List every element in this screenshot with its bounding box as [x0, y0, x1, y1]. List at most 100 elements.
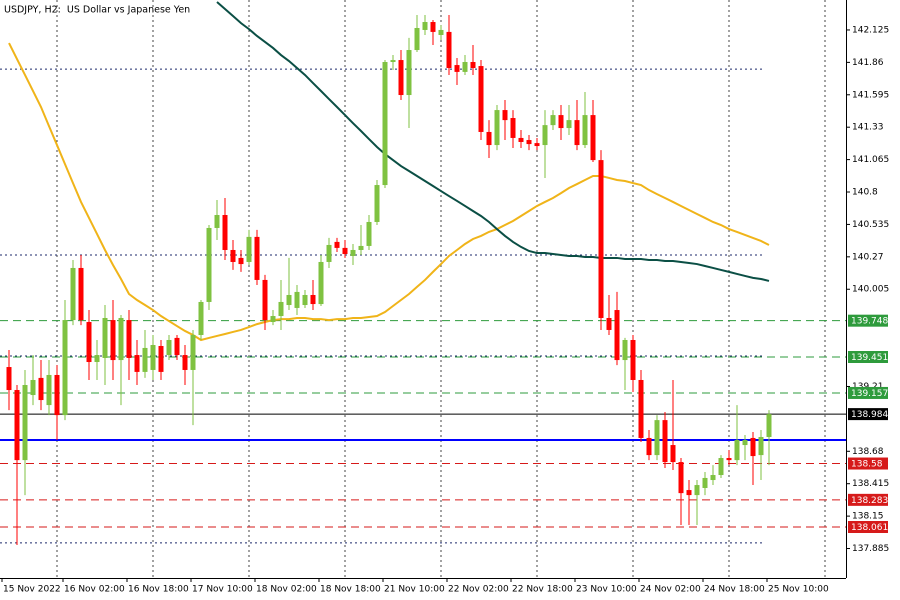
- candle-body: [110, 320, 116, 361]
- vertical-grid: [56, 0, 826, 578]
- price-label: 138.58: [851, 460, 883, 470]
- candle-body: [294, 291, 300, 308]
- x-tick-label: 23 Nov 10:00: [576, 585, 637, 595]
- y-tick-label: 138.15: [852, 512, 884, 522]
- candle-body: [670, 445, 676, 463]
- chart-title: USDJPY, H2: US Dollar vs Japanese Yen: [4, 5, 190, 16]
- y-tick-label: 137.885: [852, 544, 889, 554]
- candle-body: [566, 120, 572, 129]
- candle-body: [422, 22, 428, 30]
- price-label-box: [848, 521, 888, 533]
- price-label: 138.061: [851, 523, 888, 533]
- candle-body: [166, 340, 172, 356]
- candle-body: [678, 462, 684, 494]
- candle-body: [342, 247, 348, 255]
- candle-body: [614, 310, 620, 361]
- candle-body: [622, 340, 628, 361]
- candle-body: [758, 436, 764, 456]
- candle-body: [246, 236, 252, 262]
- candle-body: [606, 317, 612, 330]
- price-label-box: [848, 351, 888, 363]
- candle-body: [62, 320, 68, 416]
- price-label: 139.451: [851, 353, 888, 363]
- y-tick-label: 141.595: [852, 90, 889, 100]
- candle-body: [390, 60, 396, 63]
- indicator-line: [8, 42, 770, 342]
- candle-body: [598, 160, 604, 318]
- candle-body: [718, 458, 724, 476]
- candle-body: [310, 294, 316, 305]
- price-label: 138.283: [851, 496, 888, 506]
- candle-body: [694, 485, 700, 496]
- y-tick-label: 140.005: [852, 285, 889, 295]
- candle-body: [646, 437, 652, 456]
- candle-body: [118, 317, 124, 361]
- candle-body: [158, 345, 164, 372]
- candle-body: [550, 115, 556, 126]
- candle-body: [22, 385, 28, 461]
- candle-body: [654, 420, 660, 456]
- candle-body: [302, 294, 308, 306]
- candle-body: [278, 301, 284, 317]
- price-label-box: [848, 314, 888, 327]
- candle-body: [94, 355, 100, 363]
- candle-body: [46, 374, 52, 406]
- candle-body: [590, 115, 596, 161]
- candle-body: [446, 31, 452, 68]
- y-tick-label: 141.33: [852, 123, 884, 133]
- candle-body: [558, 115, 564, 129]
- candle-body: [766, 414, 772, 437]
- candle-body: [270, 316, 276, 323]
- price-label-box: [848, 408, 888, 421]
- price-label-box: [848, 457, 888, 470]
- y-tick-label: 138.68: [852, 447, 884, 457]
- candle-body: [486, 131, 492, 146]
- y-tick-label: 141.065: [852, 155, 889, 165]
- candle-body: [126, 320, 132, 358]
- candle-body: [630, 340, 636, 380]
- candle-body: [734, 440, 740, 461]
- candle-body: [318, 261, 324, 305]
- candle-body: [686, 490, 692, 496]
- candle-body: [358, 245, 364, 250]
- x-tick-label: 16 Nov 02:00: [64, 585, 125, 595]
- candle-body: [334, 241, 340, 248]
- candle-body: [574, 120, 580, 146]
- candle-body: [190, 334, 196, 370]
- y-tick-label: 140.535: [852, 220, 889, 230]
- candle-body: [38, 377, 44, 401]
- x-tick-label: 24 Nov 18:00: [704, 585, 765, 595]
- candle-body: [30, 379, 36, 396]
- candle-body: [534, 143, 540, 147]
- x-tick-label: 22 Nov 02:00: [448, 585, 509, 595]
- x-tick-label: 15 Nov 2022: [3, 585, 61, 595]
- candle-body: [462, 62, 468, 72]
- candle-body: [414, 28, 420, 51]
- candle-body: [214, 215, 220, 228]
- x-tick-label: 17 Nov 10:00: [192, 585, 253, 595]
- candle-body: [510, 118, 516, 138]
- candle-body: [366, 221, 372, 246]
- x-tick-label: 16 Nov 18:00: [128, 585, 189, 595]
- candle-body: [430, 22, 436, 32]
- candle-body: [70, 267, 76, 321]
- candle-body: [142, 347, 148, 372]
- candle-body: [150, 345, 156, 370]
- candle-body: [542, 125, 548, 146]
- candle-body: [262, 279, 268, 321]
- x-tick-label: 21 Nov 10:00: [384, 585, 445, 595]
- candle-body: [518, 137, 524, 142]
- candle-body: [582, 115, 588, 146]
- candle-body: [198, 301, 204, 335]
- candle-body: [438, 29, 444, 35]
- candle-body: [326, 244, 332, 262]
- candle-body: [382, 62, 388, 186]
- y-tick-label: 141.86: [852, 58, 884, 68]
- candle-body: [750, 437, 756, 457]
- candle-body: [286, 294, 292, 306]
- candle-body: [174, 337, 180, 356]
- price-label: 139.748: [851, 317, 888, 327]
- price-label-box: [848, 493, 888, 506]
